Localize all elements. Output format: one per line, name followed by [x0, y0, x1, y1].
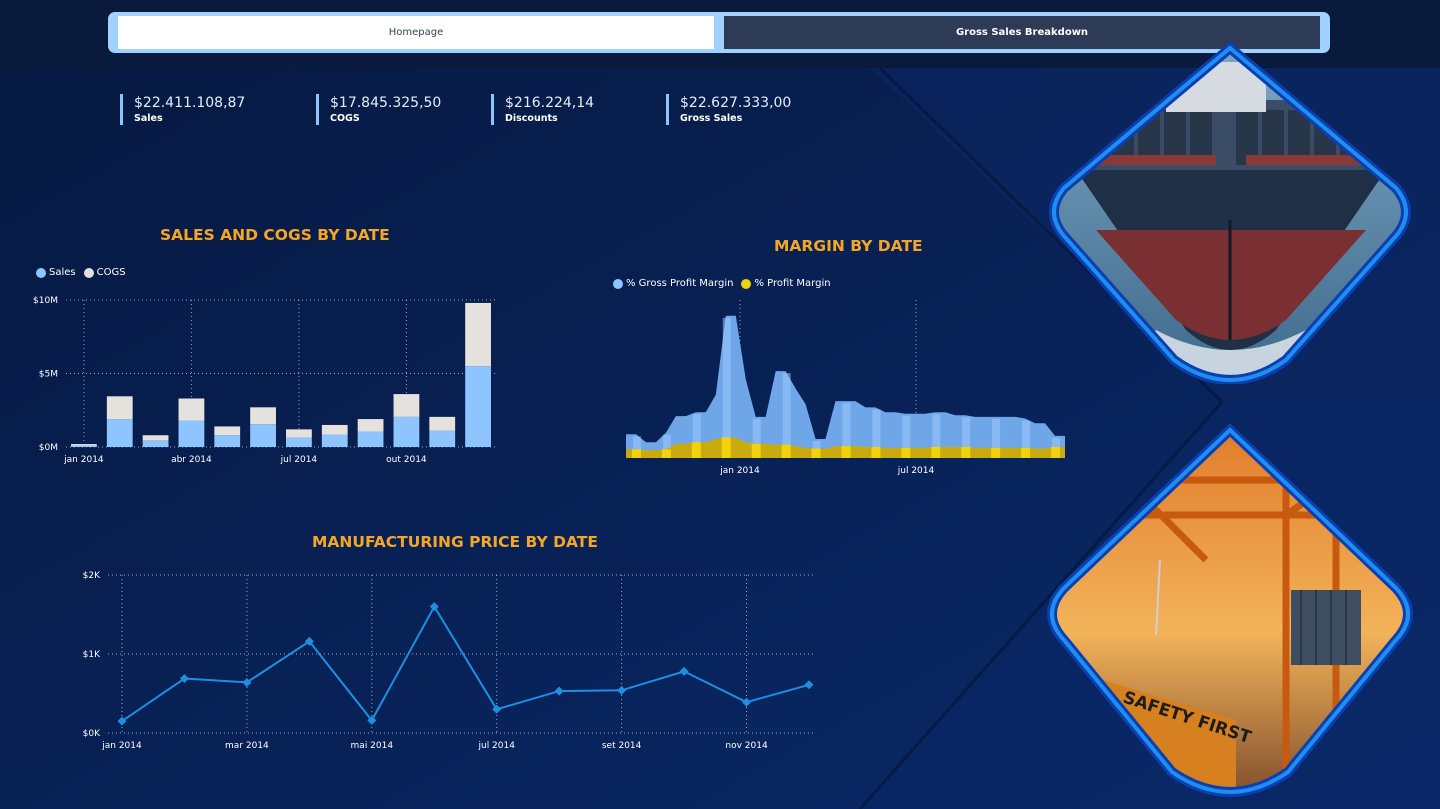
y-tick-label: $10M [33, 296, 58, 306]
x-tick-label: abr 2014 [171, 455, 212, 465]
margin-chart-title: MARGIN BY DATE [774, 237, 923, 255]
kpi-value: $22.411.108,87 [134, 95, 246, 111]
legend-label: Sales [49, 267, 76, 278]
legend-item-cogs[interactable]: COGS [83, 267, 126, 278]
kpi-label: Gross Sales [680, 113, 743, 124]
kpi-label: COGS [330, 113, 360, 124]
gross-sales-breakdown-button[interactable]: Gross Sales Breakdown [724, 16, 1320, 49]
legend-item-gross-profit-margin[interactable]: % Gross Profit Margin [613, 278, 733, 289]
legend-dot-icon [36, 267, 46, 278]
sales-cogs-chart-title: SALES AND COGS BY DATE [160, 226, 390, 244]
legend-label: % Gross Profit Margin [626, 278, 734, 289]
y-tick-label: $0M [39, 443, 58, 453]
bar-sales [178, 420, 205, 447]
x-tick-label: jan 2014 [63, 455, 104, 465]
legend-dot-icon [613, 278, 623, 289]
kpi-value: $22.627.333,00 [680, 95, 792, 111]
bar-cogs [178, 398, 205, 421]
kpi-gross-sales: $22.627.333,00 Gross Sales [666, 94, 791, 125]
bar-sales [357, 431, 384, 447]
manufacturing-price-chart-title: MANUFACTURING PRICE BY DATE [312, 533, 598, 551]
bar-cogs [393, 394, 420, 417]
bar-cogs [214, 426, 241, 436]
port-crane-photo: SAFETY FIRST [1047, 423, 1413, 797]
legend-dot-icon [83, 267, 94, 278]
bar-sales [393, 416, 420, 447]
bar-cogs [71, 444, 97, 446]
bar-sales [106, 419, 133, 447]
container-ship-photo [1049, 41, 1411, 384]
bar-sales [71, 445, 97, 447]
bar-cogs [142, 435, 169, 441]
bar-cogs [286, 429, 312, 438]
bar-cogs [357, 419, 384, 432]
bar-sales [142, 440, 169, 447]
legend-item-profit-margin[interactable]: % Profit Margin [741, 278, 831, 289]
kpi-value: $216.224,14 [505, 95, 595, 111]
legend-item-sales[interactable]: Sales [36, 267, 76, 278]
bar-sales [321, 434, 348, 447]
bar-cogs [321, 424, 348, 435]
navigation-bar: Homepage Gross Sales Breakdown [108, 12, 1330, 53]
kpi-label: Discounts [505, 113, 558, 124]
bar-sales [214, 435, 241, 447]
bar-cogs [250, 407, 276, 425]
legend-dot-icon [741, 278, 752, 289]
bar-sales [286, 437, 312, 447]
sales-cogs-legend: Sales COGS [36, 267, 126, 278]
homepage-button[interactable]: Homepage [118, 16, 714, 49]
bar-cogs [429, 416, 456, 431]
bar-cogs [465, 302, 491, 367]
bar-cogs [106, 396, 133, 420]
y-tick-label: $5M [39, 370, 58, 380]
kpi-discounts: $216.224,14 Discounts [491, 94, 594, 125]
x-tick-label: jul 2014 [280, 455, 318, 465]
margin-legend: % Gross Profit Margin % Profit Margin [613, 278, 831, 289]
legend-label: % Profit Margin [754, 278, 831, 289]
bar-sales [250, 424, 276, 447]
kpi-label: Sales [134, 113, 163, 124]
kpi-cogs: $17.845.325,50 COGS [316, 94, 441, 125]
legend-label: COGS [96, 267, 126, 278]
kpi-sales: $22.411.108,87 Sales [120, 94, 245, 125]
x-tick-label: out 2014 [386, 455, 427, 465]
bar-sales [465, 366, 491, 447]
bar-sales [429, 430, 456, 447]
kpi-value: $17.845.325,50 [330, 95, 442, 111]
